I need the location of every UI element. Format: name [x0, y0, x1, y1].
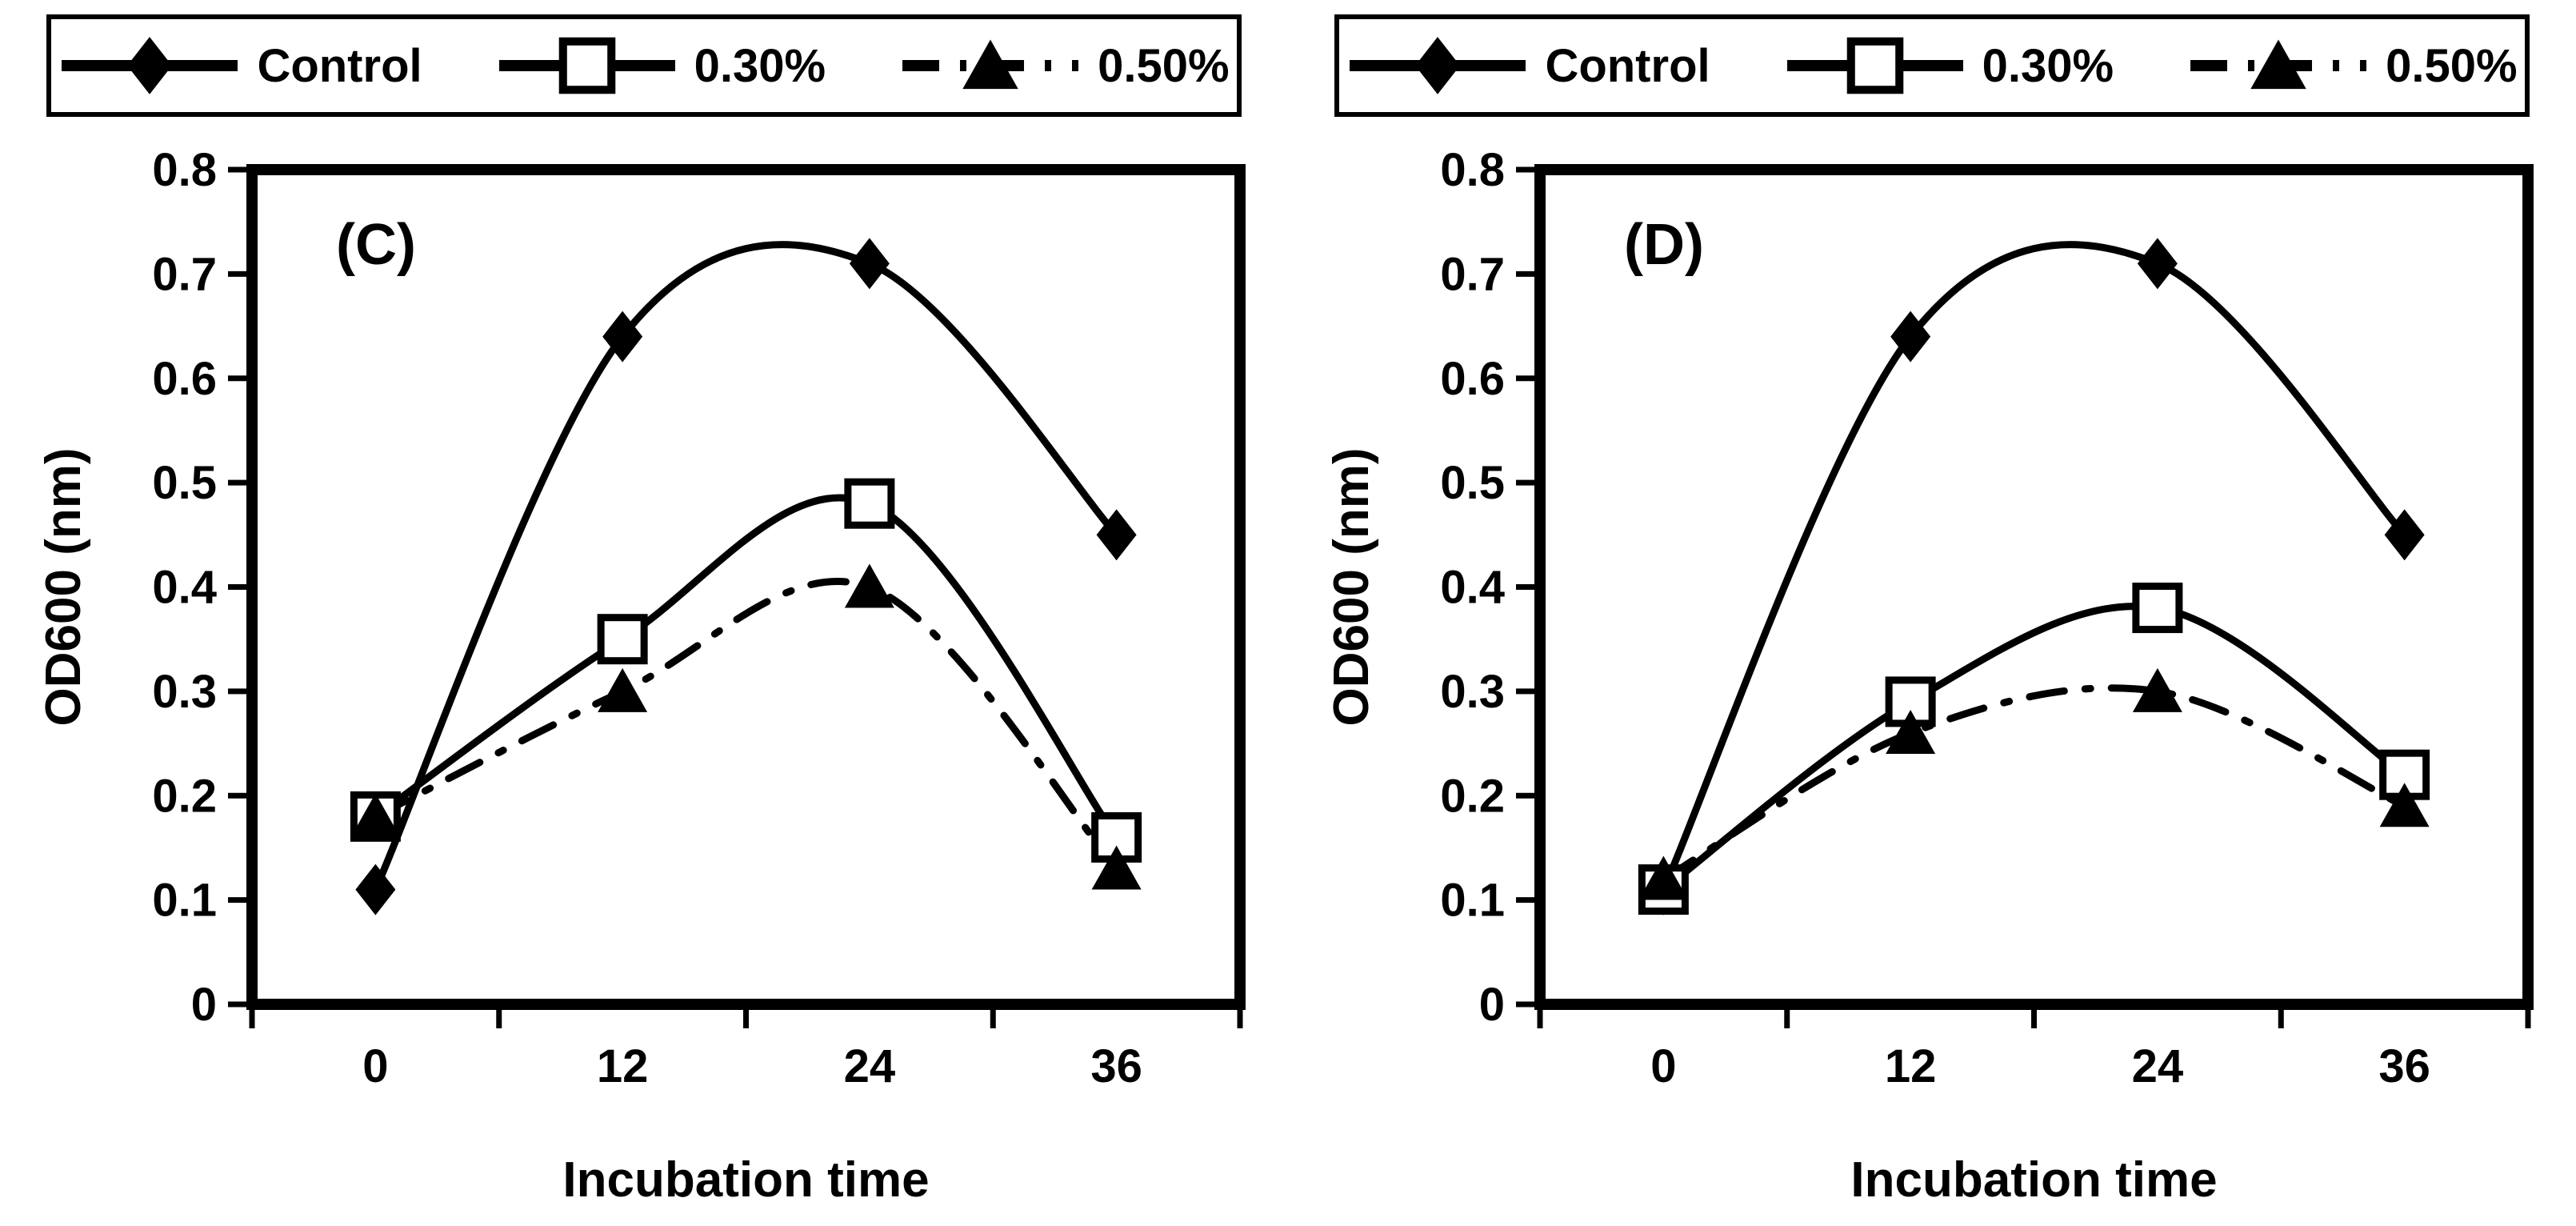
series-curve-030	[371, 494, 1121, 841]
legend-marker	[962, 39, 1018, 90]
filled-diamond-icon	[62, 37, 238, 94]
y-axis-title: OD600 (nm)	[1324, 448, 1379, 727]
legend-entry-030: 0.30%	[1784, 29, 2114, 102]
marker-control-3	[1096, 509, 1137, 561]
series-curve-control	[1659, 241, 2409, 894]
y-tick-label: 0.2	[1440, 770, 1505, 822]
marker-050-1	[1886, 710, 1936, 755]
legend-marker	[1846, 37, 1903, 94]
x-axis-title: Incubation time	[562, 1152, 929, 1208]
legend-marker	[2250, 39, 2306, 90]
marker-050-0	[350, 793, 401, 838]
y-tick-label: 0.3	[152, 666, 217, 718]
y-tick-label: 0.3	[1440, 666, 1505, 718]
y-tick-label: 0.8	[1440, 144, 1505, 196]
x-tick-label: 24	[844, 1040, 896, 1092]
y-tick-label: 0.7	[152, 248, 217, 300]
x-tick-label: 24	[2132, 1040, 2184, 1092]
filled-triangle-icon	[902, 39, 1079, 90]
y-tick-label: 0.1	[152, 875, 217, 927]
y-tick-label: 0.7	[1440, 248, 1505, 300]
y-tick-label: 0.1	[1440, 875, 1505, 927]
series-curve-050	[371, 578, 1121, 873]
legend-C: Control 0.30% 0.50%	[46, 14, 1242, 117]
legend-marker	[558, 37, 615, 94]
legend-entry-control: Control	[1346, 29, 1710, 102]
x-tick-label: 12	[597, 1040, 649, 1092]
legend-entry-030: 0.30%	[496, 29, 826, 102]
legend-label: Control	[257, 39, 422, 92]
legend-label: 0.50%	[1098, 39, 1230, 92]
y-tick-label: 0.2	[152, 770, 217, 822]
panel-letter: (C)	[336, 213, 416, 277]
y-tick-label: 0.6	[152, 353, 217, 405]
legend-label: 0.50%	[2386, 39, 2518, 92]
series-curve-050	[1659, 684, 2409, 883]
legend-entry-050: 0.50%	[2187, 29, 2518, 102]
marker-control-1	[1890, 311, 1931, 363]
y-tick-label: 0.5	[1440, 457, 1505, 509]
marker-control-2	[849, 238, 890, 290]
marker-050-3	[2379, 783, 2430, 827]
x-tick-label: 0	[1650, 1040, 1676, 1092]
open-square-icon	[1786, 37, 1963, 94]
legend-label: Control	[1545, 39, 1710, 92]
panel-letter: (D)	[1624, 213, 1704, 277]
marker-030-2	[844, 478, 895, 529]
marker-050-2	[844, 563, 894, 608]
marker-control-1	[602, 311, 643, 363]
marker-050-3	[1091, 845, 1142, 890]
legend-entry-control: Control	[58, 29, 422, 102]
y-tick-label: 0.4	[1440, 562, 1505, 614]
marker-control-0	[355, 863, 396, 915]
filled-triangle-icon	[2190, 39, 2367, 90]
marker-030-2	[2132, 583, 2183, 634]
legend-marker	[127, 37, 173, 94]
legend-marker	[1415, 37, 1461, 94]
x-tick-label: 36	[1090, 1040, 1142, 1092]
marker-control-2	[2137, 238, 2178, 290]
filled-diamond-icon	[1350, 37, 1526, 94]
x-tick-label: 0	[362, 1040, 388, 1092]
marker-030-1	[597, 614, 648, 665]
plot-box	[1534, 164, 2534, 1010]
marker-050-0	[1638, 855, 1689, 900]
x-axis-title: Incubation time	[1850, 1152, 2217, 1208]
y-tick-label: 0.4	[152, 562, 217, 614]
y-tick-label: 0.5	[152, 457, 217, 509]
series-curve-control	[371, 241, 1121, 894]
y-tick-label: 0.6	[1440, 353, 1505, 405]
legend-label: 0.30%	[1982, 39, 2114, 92]
series-curve-030	[1659, 603, 2409, 894]
y-tick-label: 0.8	[152, 144, 217, 196]
panel-D: Control 0.30% 0.50% 0 0.1 0.2 0.3 0.4 0.5 0.6 0.7…	[1288, 0, 2576, 1226]
legend-D: Control 0.30% 0.50%	[1334, 14, 2530, 117]
marker-control-3	[2384, 509, 2425, 561]
marker-050-2	[2132, 667, 2182, 712]
marker-050-1	[598, 667, 648, 712]
x-tick-label: 12	[1885, 1040, 1937, 1092]
legend-label: 0.30%	[694, 39, 826, 92]
plot-C: 0 0.1 0.2 0.3 0.4 0.5 0.6 0.7 0.8 0 12 24 36 (C) Incub…	[36, 144, 1246, 1208]
plot-D: 0 0.1 0.2 0.3 0.4 0.5 0.6 0.7 0.8 0 12 24 36 (D) Incub…	[1324, 144, 2534, 1208]
y-axis-title: OD600 (nm)	[36, 448, 91, 727]
y-tick-label: 0	[1479, 979, 1505, 1031]
legend-entry-050: 0.50%	[899, 29, 1230, 102]
plot-box	[246, 164, 1246, 1010]
y-tick-label: 0	[191, 979, 217, 1031]
panel-C: Control 0.30% 0.50% 0 0.1 0.2 0.3 0.4 0.5 0.6 0.7…	[36, 14, 1246, 1208]
open-square-icon	[498, 37, 675, 94]
x-tick-label: 36	[2378, 1040, 2430, 1092]
